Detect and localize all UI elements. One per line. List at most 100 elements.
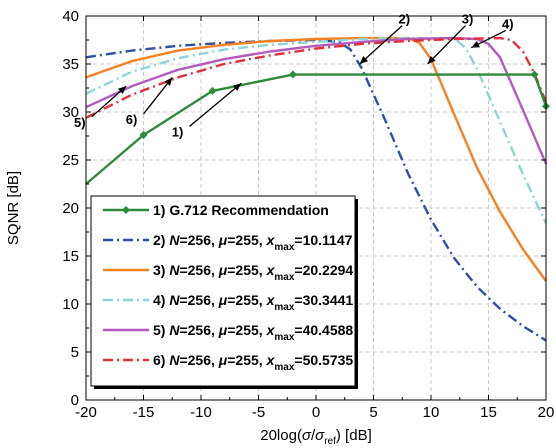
- legend-xmax-value: =40.4588: [294, 322, 353, 338]
- legend-x-subscript: max: [274, 242, 294, 253]
- series-line-1: [85, 73, 548, 185]
- legend-x-subscript: max: [274, 272, 294, 283]
- y-axis-label: SQNR [dB]: [5, 171, 22, 245]
- axis-ticks: -20 -15 -10 -5 0 5 10 15 20 0 5 10 15 20 25 30 35 40: [62, 8, 554, 421]
- legend-text-part: 6): [153, 352, 169, 368]
- legend-N: N: [169, 352, 180, 368]
- legend-text-part: 2): [153, 232, 169, 248]
- y-tick-label: 25: [62, 152, 79, 169]
- x-tick-label: 15: [480, 404, 497, 421]
- y-tick-label: 15: [62, 248, 79, 265]
- legend-mu: μ: [218, 352, 228, 368]
- y-tick-label: 0: [71, 392, 79, 409]
- legend-x-subscript: max: [274, 332, 294, 343]
- annotation-label: 6): [126, 112, 138, 127]
- legend-text-part: =255,: [227, 262, 266, 278]
- x-tick-label: 20: [538, 404, 555, 421]
- legend-text-part: =255,: [227, 352, 266, 368]
- legend-mu: μ: [218, 262, 228, 278]
- legend-xmax-value: =10.1147: [294, 232, 352, 248]
- x-tick-label: -20: [75, 404, 97, 421]
- y-tick-label: 10: [62, 296, 79, 313]
- annotation-arrowhead: [471, 40, 480, 48]
- y-tick-label: 35: [62, 56, 79, 73]
- annotation-arrowhead: [427, 55, 436, 64]
- legend-text-part: 5): [153, 322, 169, 338]
- legend-mu: μ: [218, 322, 228, 338]
- legend-text-part: 3): [153, 262, 169, 278]
- x-label-prefix: 20log(: [260, 427, 302, 444]
- x-axis-label: 20log(σ/σref) [dB]: [260, 427, 372, 447]
- annotations: 1) 2) 3) 4) 5) 6): [74, 12, 514, 140]
- x-label-subscript: ref: [324, 436, 336, 447]
- legend-N: N: [169, 292, 180, 308]
- y-tick-label: 20: [62, 200, 79, 217]
- legend-text-part: =256,: [179, 232, 218, 248]
- annotation-arrow: [189, 82, 242, 127]
- y-tick-label: 30: [62, 104, 79, 121]
- annotation-label: 1): [172, 124, 184, 139]
- legend-label-4: 4) N=256, μ=255, xmax=30.3441: [153, 292, 353, 313]
- legend-label-1: 1) G.712 Recommendation: [153, 202, 329, 218]
- x-label-sigma: σ: [302, 427, 312, 444]
- legend-x: x: [266, 292, 276, 308]
- annotation-arrowhead: [232, 83, 242, 92]
- series-marker-1: [289, 70, 297, 79]
- x-tick-label: -15: [133, 404, 155, 421]
- legend-marker-1: [122, 206, 130, 214]
- legend-box: [90, 195, 356, 387]
- legend-x-subscript: max: [274, 302, 294, 313]
- legend-label-6: 6) N=256, μ=255, xmax=50.5735: [153, 352, 353, 373]
- series-line-4: [85, 36, 548, 224]
- legend-N: N: [169, 262, 180, 278]
- x-label-sigma-ref: σ: [315, 427, 325, 444]
- annotation-arrowhead: [164, 77, 173, 86]
- annotation-label: 5): [74, 115, 86, 130]
- x-label-slash: /: [311, 427, 316, 444]
- series-marker-1: [208, 86, 217, 95]
- annotation-arrowhead: [117, 86, 127, 95]
- legend-text-part: =256,: [179, 322, 218, 338]
- series-line-2: [85, 38, 547, 342]
- series-marker-1: [530, 70, 539, 79]
- annotation-arrowhead: [359, 56, 368, 64]
- legend-text-part: 1) G.712 Recommendation: [153, 202, 329, 218]
- legend-label-3: 3) N=256, μ=255, xmax=20.2294: [153, 262, 353, 283]
- legend-N: N: [169, 232, 180, 248]
- legend-N: N: [169, 322, 180, 338]
- legend-xmax-value: =20.2294: [294, 262, 353, 278]
- series-marker-1: [139, 131, 148, 140]
- legend-mu: μ: [218, 232, 228, 248]
- legend-x-subscript: max: [274, 362, 294, 373]
- legend-x: x: [266, 322, 276, 338]
- legend-text-part: =255,: [227, 322, 266, 338]
- legend-text-part: =255,: [227, 232, 266, 248]
- x-label-suffix: ) [dB]: [336, 427, 372, 444]
- series-layer: [85, 36, 550, 342]
- x-tick-label: 0: [312, 404, 320, 421]
- annotation-arrow: [359, 25, 403, 65]
- legend-label-2: 2) N=256, μ=255, xmax=10.1147: [153, 232, 353, 253]
- y-tick-label: 40: [62, 8, 79, 25]
- annotation-label: 3): [462, 12, 474, 27]
- legend: 1) G.712 Recommendation 2) N=256, μ=255, …: [90, 195, 358, 389]
- legend-text-part: =256,: [179, 352, 218, 368]
- y-tick-label: 5: [71, 344, 79, 361]
- legend-text-part: 4): [153, 292, 169, 308]
- annotation-arrow: [427, 25, 466, 65]
- annotation-label: 2): [398, 12, 410, 27]
- legend-xmax-value: =30.3441: [294, 292, 353, 308]
- legend-label-5: 5) N=256, μ=255, xmax=40.4588: [153, 322, 353, 343]
- x-tick-label: 10: [423, 404, 440, 421]
- legend-xmax-value: =50.5735: [294, 352, 353, 368]
- legend-x: x: [266, 232, 276, 248]
- annotation-label: 4): [502, 16, 514, 31]
- legend-mu: μ: [218, 292, 228, 308]
- legend-x: x: [266, 352, 276, 368]
- legend-text-part: =256,: [179, 262, 218, 278]
- series-line-6: [85, 36, 548, 119]
- legend-text-part: =256,: [179, 292, 218, 308]
- x-tick-label: -5: [252, 404, 265, 421]
- legend-x: x: [266, 262, 276, 278]
